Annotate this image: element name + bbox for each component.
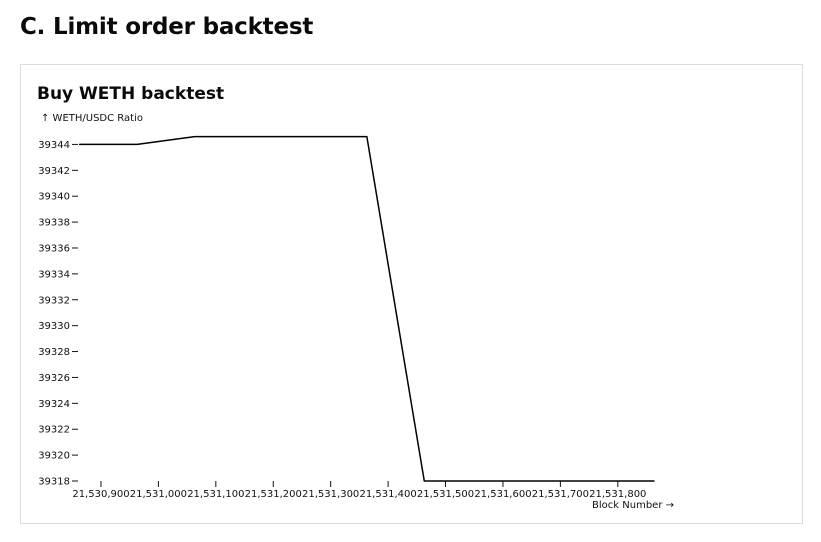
chart-title: Buy WETH backtest	[37, 84, 225, 104]
section-title: C. Limit order backtest	[20, 14, 314, 40]
y-tick-label: 39320	[38, 451, 70, 462]
y-tick-label: 39322	[38, 425, 70, 436]
y-tick-label: 39334	[38, 269, 70, 280]
y-tick-label: 39338	[38, 218, 70, 229]
y-tick-label: 39330	[38, 321, 70, 332]
y-tick-label: 39336	[38, 243, 70, 254]
x-axis-label: Block Number →	[592, 500, 674, 511]
y-axis-label: ↑ WETH/USDC Ratio	[41, 113, 143, 124]
y-tick-label: 39342	[38, 166, 70, 177]
x-tick-label: 21,531,400	[359, 489, 416, 500]
x-tick-label: 21,531,200	[245, 489, 302, 500]
x-tick-label: 21,531,000	[130, 489, 187, 500]
x-tick-label: 21,531,100	[187, 489, 244, 500]
x-tick-label: 21,531,800	[589, 489, 646, 500]
x-tick-label: 21,531,700	[532, 489, 589, 500]
x-axis: 21,530,900 21,531,000 21,531,100 21,531,200…	[72, 481, 646, 500]
x-tick-label: 21,531,500	[417, 489, 474, 500]
x-tick-label: 21,531,600	[474, 489, 531, 500]
line-chart: ↑ WETH/USDC Ratio 3931839320393223932439…	[38, 113, 674, 511]
y-tick-label: 39340	[38, 192, 70, 203]
y-tick-label: 39328	[38, 347, 70, 358]
x-tick-label: 21,530,900	[72, 489, 129, 500]
y-tick-label: 39326	[38, 373, 70, 384]
y-tick-label: 39332	[38, 295, 70, 306]
y-tick-label: 39344	[38, 140, 70, 151]
chart-card: Buy WETH backtest ↑ WETH/USDC Ratio 3931…	[20, 64, 803, 524]
x-tick-label: 21,531,300	[302, 489, 359, 500]
series-layer	[78, 135, 655, 482]
y-tick-label: 39318	[38, 477, 70, 488]
y-axis: 39318 39320 39322 39324 39326 39328 39330 39332…	[38, 140, 78, 488]
series-line	[78, 135, 655, 482]
y-tick-label: 39324	[38, 399, 70, 410]
